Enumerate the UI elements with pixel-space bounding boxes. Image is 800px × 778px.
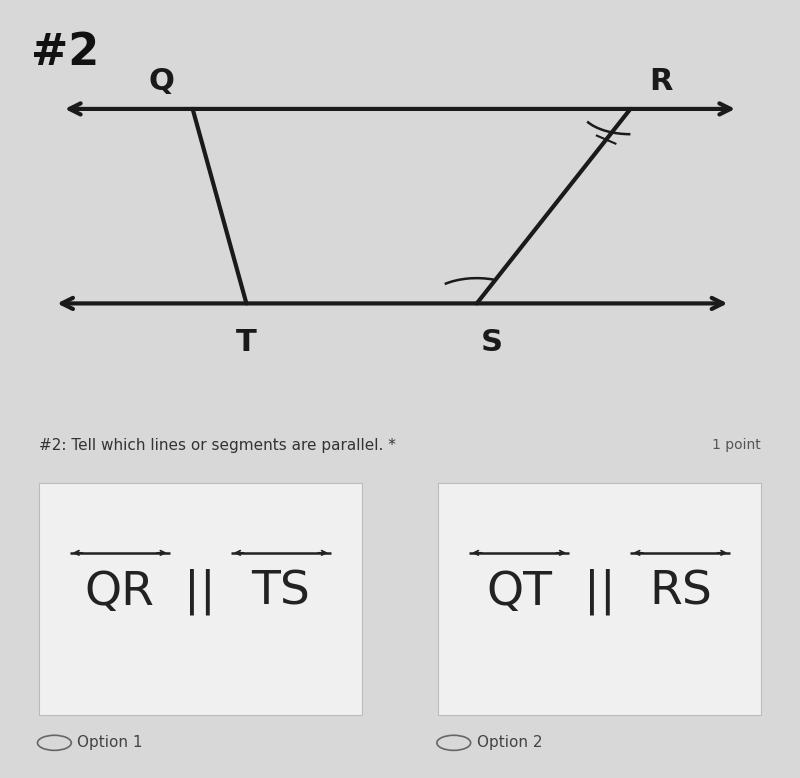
Text: #2: #2 — [31, 31, 100, 74]
Text: ||: || — [584, 569, 615, 615]
Text: T: T — [236, 328, 257, 357]
Text: R: R — [650, 67, 673, 96]
Text: QT: QT — [486, 569, 552, 615]
Text: ||: || — [185, 569, 216, 615]
FancyBboxPatch shape — [39, 482, 362, 716]
Text: S: S — [481, 328, 503, 357]
Text: Option 2: Option 2 — [477, 735, 542, 750]
FancyBboxPatch shape — [438, 482, 761, 716]
Text: 1 point: 1 point — [712, 438, 761, 452]
Text: RS: RS — [649, 569, 712, 615]
Text: #2: Tell which lines or segments are parallel. *: #2: Tell which lines or segments are par… — [39, 438, 396, 453]
Text: Option 1: Option 1 — [78, 735, 143, 750]
Text: QR: QR — [85, 569, 154, 615]
Text: Q: Q — [149, 67, 175, 96]
Text: TS: TS — [251, 569, 310, 615]
